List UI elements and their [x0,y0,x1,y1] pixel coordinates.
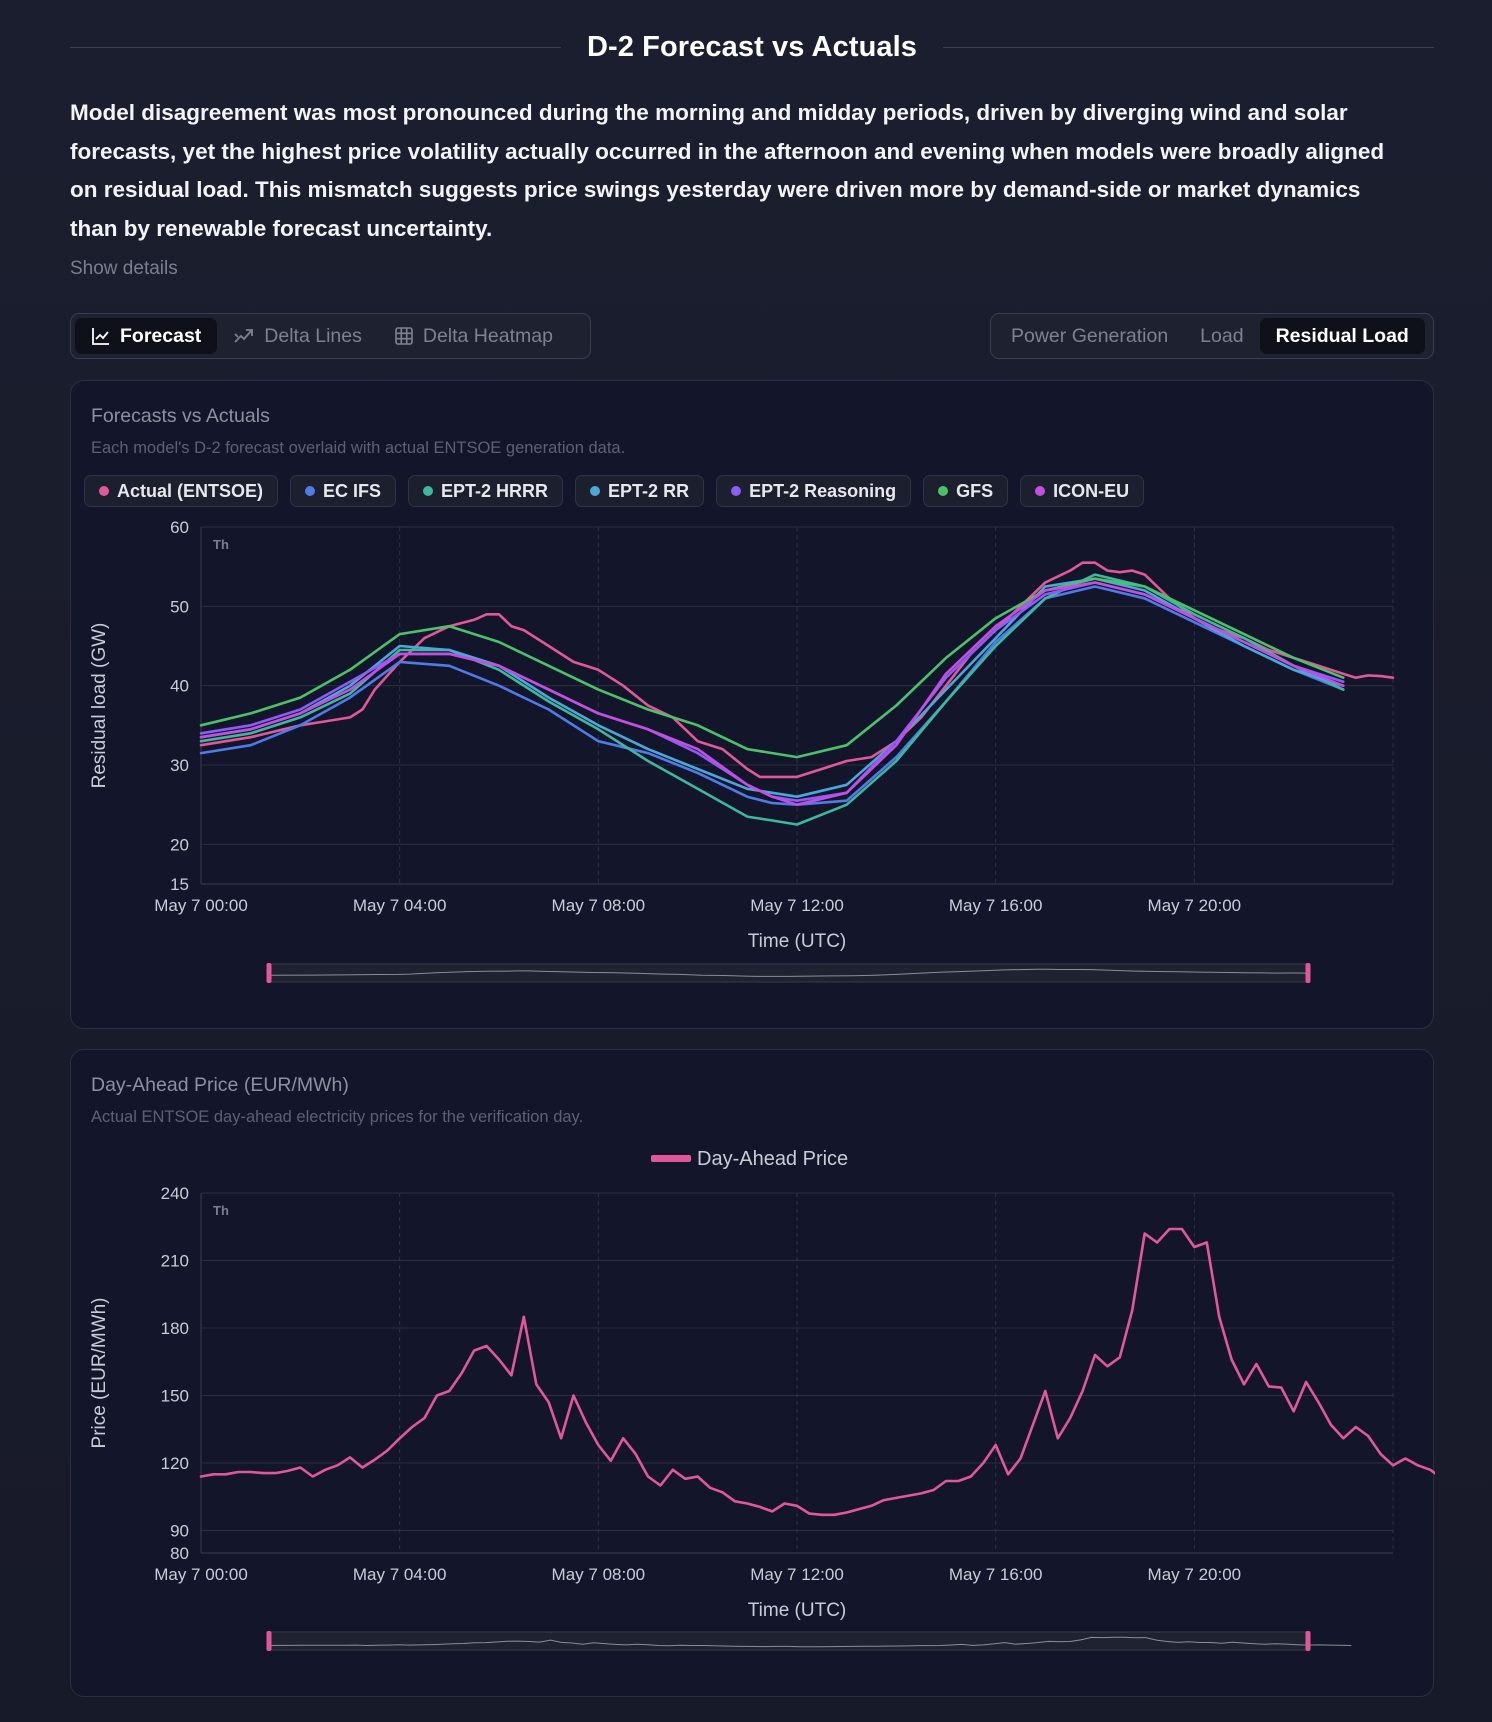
series-line-ec-ifs [199,585,1345,806]
x-tick-label: May 7 12:00 [750,896,844,915]
tab-forecast-label: Forecast [120,324,202,347]
legend-item-ept-2-hrrr[interactable]: EPT-2 HRRR [408,475,564,507]
legend-label: EPT-2 Reasoning [749,480,897,501]
legend-item-ec-ifs[interactable]: EC IFS [290,475,397,507]
chart-legend: Actual (ENTSOE) EC IFS EPT-2 HRRR EPT-2 RR E… [84,475,1145,507]
forecast-chart-card: Forecasts vs Actuals Each model's D-2 fo… [70,380,1434,1029]
divider [70,46,561,48]
y-tick-label: 20 [170,835,189,854]
legend-dot-icon [99,486,109,496]
x-axis-title: Time (UTC) [748,1600,847,1621]
y-tick-label: 90 [170,1522,189,1541]
card-title: Day-Ahead Price (EUR/MWh) [91,1074,349,1096]
price-chart: 80 90 120 150 180 210 240 May 7 00:00 May 7 04:0… [89,1148,1435,1651]
show-details-link[interactable]: Show details [70,258,178,279]
card-title: Forecasts vs Actuals [91,405,270,427]
series-line-icon-eu [199,581,1345,806]
y-tick-label: 60 [170,518,189,537]
y-tick-label: 40 [170,677,189,696]
tab-forecast[interactable]: Forecast [75,318,218,354]
legend-label: EPT-2 RR [608,480,690,501]
tab-power-generation[interactable]: Power Generation [1011,324,1169,347]
section-header: D-2 Forecast vs Actuals [70,24,1434,70]
legend-label: ICON-EU [1053,480,1130,501]
y-tick-label: 180 [161,1319,189,1338]
x-tick-label: May 7 08:00 [552,896,646,915]
price-legend[interactable]: Day-Ahead Price [651,1148,848,1170]
y-tick-label: 30 [170,756,189,775]
series-line-ept-2-rr [199,577,1345,798]
legend-dot-icon [590,486,601,496]
brush-handle-right[interactable] [1305,963,1311,983]
brush-preview-line [268,968,1309,977]
brush-handle-right[interactable] [1305,1631,1311,1651]
legend-dot-icon [731,486,742,496]
brush-handle-left[interactable] [266,1631,272,1651]
legend-item-ept-2-reasoning[interactable]: EPT-2 Reasoning [716,475,912,507]
metric-tab-group: Power Generation Load Residual Load [990,313,1434,359]
x-tick-label: May 7 20:00 [1148,1565,1242,1584]
y-tick-label: 80 [170,1544,189,1563]
tab-delta-heatmap-label: Delta Heatmap [422,324,553,347]
page-title: D-2 Forecast vs Actuals [586,30,918,63]
legend-item-actual-entsoe[interactable]: Actual (ENTSOE) [84,475,279,507]
y-tick-label: 150 [161,1387,189,1406]
y-tick-label: 210 [161,1252,189,1271]
x-tick-label: May 7 16:00 [949,1565,1043,1584]
card-subtitle: Actual ENTSOE day-ahead electricity pric… [91,1108,584,1126]
legend-item-ept-2-rr[interactable]: EPT-2 RR [575,475,705,507]
line-chart-icon [92,328,109,345]
card-subtitle: Each model's D-2 forecast overlaid with … [91,439,626,457]
zoom-brush-track[interactable] [268,1631,1309,1651]
brush-preview-line [268,1636,1352,1648]
legend-swatch-icon [651,1155,691,1162]
series-line-gfs [199,577,1345,759]
legend-label: EC IFS [323,480,382,501]
legend-item-gfs[interactable]: GFS [923,475,1009,507]
x-tick-label: May 7 00:00 [154,1565,248,1584]
y-axis-title: Residual load (GW) [89,623,110,789]
grid-icon [395,327,413,345]
legend-dot-icon [423,486,434,496]
legend-item-icon-eu[interactable]: ICON-EU [1020,475,1145,507]
legend-dot-icon [1035,486,1046,496]
series-line-day-ahead-price [199,1227,1435,1517]
x-tick-label: May 7 04:00 [353,1565,447,1584]
legend-dot-icon [305,486,316,496]
brush-handle-left[interactable] [266,963,272,983]
legend-label: EPT-2 HRRR [441,480,549,501]
price-chart-card: Day-Ahead Price (EUR/MWh) Actual ENTSOE … [70,1049,1435,1697]
divider [943,46,1434,48]
view-tab-group: Forecast Delta Lines Delta Heatmap [70,313,591,359]
y-axis-title: Price (EUR/MWh) [89,1298,110,1449]
weekday-label: Th [213,1203,229,1218]
legend-dot-icon [938,486,949,496]
legend-label: Day-Ahead Price [697,1148,848,1170]
tab-load[interactable]: Load [1200,324,1244,347]
x-axis-title: Time (UTC) [748,931,847,952]
residual-load-chart: 15 20 30 40 50 60 May 7 00:00 May 7 04:00 May 7 … [89,518,1395,983]
tab-delta-lines-label: Delta Lines [264,324,362,347]
tab-delta-heatmap[interactable]: Delta Heatmap [378,318,569,354]
tab-delta-lines[interactable]: Delta Lines [217,318,378,354]
x-tick-label: May 7 08:00 [552,1565,646,1584]
summary-text: Model disagreement was most pronounced d… [70,100,1385,241]
legend-label: Actual (ENTSOE) [117,480,264,501]
weekday-label: Th [213,537,229,552]
tab-residual-load[interactable]: Residual Load [1259,318,1425,354]
x-tick-label: May 7 00:00 [154,896,248,915]
legend-label: GFS [956,480,994,501]
y-tick-label: 50 [170,597,189,616]
y-tick-label: 120 [161,1454,189,1473]
y-tick-label: 240 [161,1184,189,1203]
x-tick-label: May 7 20:00 [1148,896,1242,915]
x-tick-label: May 7 04:00 [353,896,447,915]
trend-icon [234,329,254,343]
y-tick-label: 15 [170,875,189,894]
x-tick-label: May 7 12:00 [750,1565,844,1584]
x-tick-label: May 7 16:00 [949,896,1043,915]
